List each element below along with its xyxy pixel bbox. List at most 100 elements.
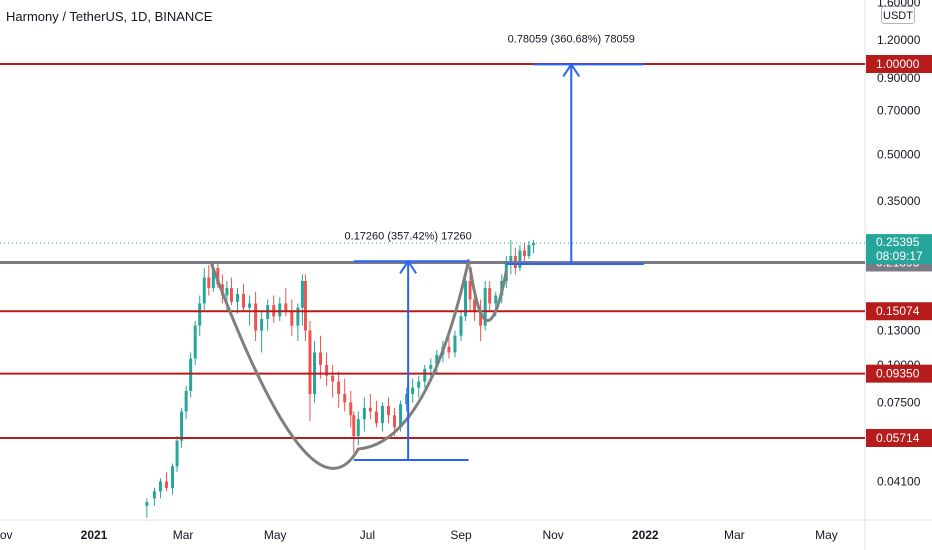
measure-label: 0.17260 (357.42%) 17260 [345,230,472,242]
candle-body [158,481,162,492]
candle-body [399,404,403,428]
candle [352,411,356,453]
candle [152,487,156,506]
candle [531,240,535,254]
candle [207,264,211,296]
candle-body [164,481,168,488]
candle [313,341,317,403]
candle [242,283,246,312]
candle-body [405,394,409,405]
candle-body [248,303,252,308]
candle-body [171,466,175,488]
candle [175,436,179,473]
cup-curve [210,259,471,470]
candle-body [531,243,535,246]
candle [423,364,427,388]
candle-body [284,303,288,312]
candle-body [435,354,439,365]
candle-body [254,303,258,331]
candle-body [518,250,522,268]
candle-body [193,325,197,359]
candle [349,390,353,428]
candle [260,311,264,353]
candle [374,400,378,428]
candle [411,378,415,403]
candle-body [468,281,472,300]
candle-body [260,319,264,331]
price-tag-label: 0.05714 [876,431,920,445]
last-price-label: 0.25395 [876,235,920,249]
handle-curve [468,266,508,322]
candle-body [356,419,360,437]
chart-title: Harmony / TetherUS, 1D, BINANCE [6,9,213,24]
x-tick-label: 2022 [632,528,659,542]
y-tick-label: 0.07500 [877,395,921,409]
candle-body [278,303,282,317]
candle [184,386,188,420]
price-tag-label: 0.09350 [876,367,920,381]
y-tick-label: 1.60000 [877,0,921,10]
candle-body [368,407,372,412]
price-tag-label: 1.00000 [876,57,920,71]
candle [319,335,323,379]
candle-body [453,335,457,353]
candle [483,281,487,331]
candle-body [411,387,415,395]
candle [479,299,483,342]
candle [362,397,366,432]
candle-body [180,411,184,441]
candle-body [343,394,347,403]
candle-body [325,364,329,376]
candle [278,297,282,321]
candle [158,478,162,499]
y-tick-label: 1.20000 [877,33,921,47]
arrow-head-icon [562,62,581,77]
candle [337,371,341,408]
candle-body [479,311,483,326]
drawing-layer: 0.17260 (357.42%) 17260 0.78059 (360.68%)… [210,33,644,470]
y-tick-label: 0.35000 [877,194,921,208]
candle [296,303,300,342]
candle [488,281,492,312]
candle-body [175,440,179,467]
candle-body [229,288,233,302]
candle-body [417,381,421,388]
candle [290,299,294,336]
candle [380,402,384,432]
candle-body [319,352,323,365]
candle [145,498,149,518]
candle-body [352,415,356,437]
candle-body [464,281,468,317]
candle-body [349,402,353,416]
axis-layer: 1.60000 1.20000 0.90000 0.70000 0.50000 0.350… [0,0,921,542]
candle-body [488,288,492,304]
candle-body [207,277,211,289]
candle [387,397,391,424]
x-tick-label: Mar [173,528,194,542]
candle-body [216,267,220,285]
candle-body [483,288,487,326]
currency-button[interactable]: USDT [881,6,915,24]
candle [266,299,270,331]
y-tick-label: 0.70000 [877,104,921,118]
x-tick-label: Mar [724,528,745,542]
candle-body [429,364,433,369]
candle [356,411,360,446]
candle-body [522,250,526,257]
price-tag [866,429,932,447]
candle [193,320,197,365]
price-tag [866,364,932,383]
candle [235,288,239,314]
tags-layer: 1.000000.150740.093500.057140.218950.253… [866,55,932,447]
x-tick-label: Jul [360,528,375,542]
candle [254,291,258,342]
candle-body [509,256,513,262]
candle [180,407,184,448]
candle-body [300,281,304,308]
candle-body [308,330,312,395]
candle-body [290,311,294,326]
candle-body [242,294,246,308]
candle [343,378,347,412]
